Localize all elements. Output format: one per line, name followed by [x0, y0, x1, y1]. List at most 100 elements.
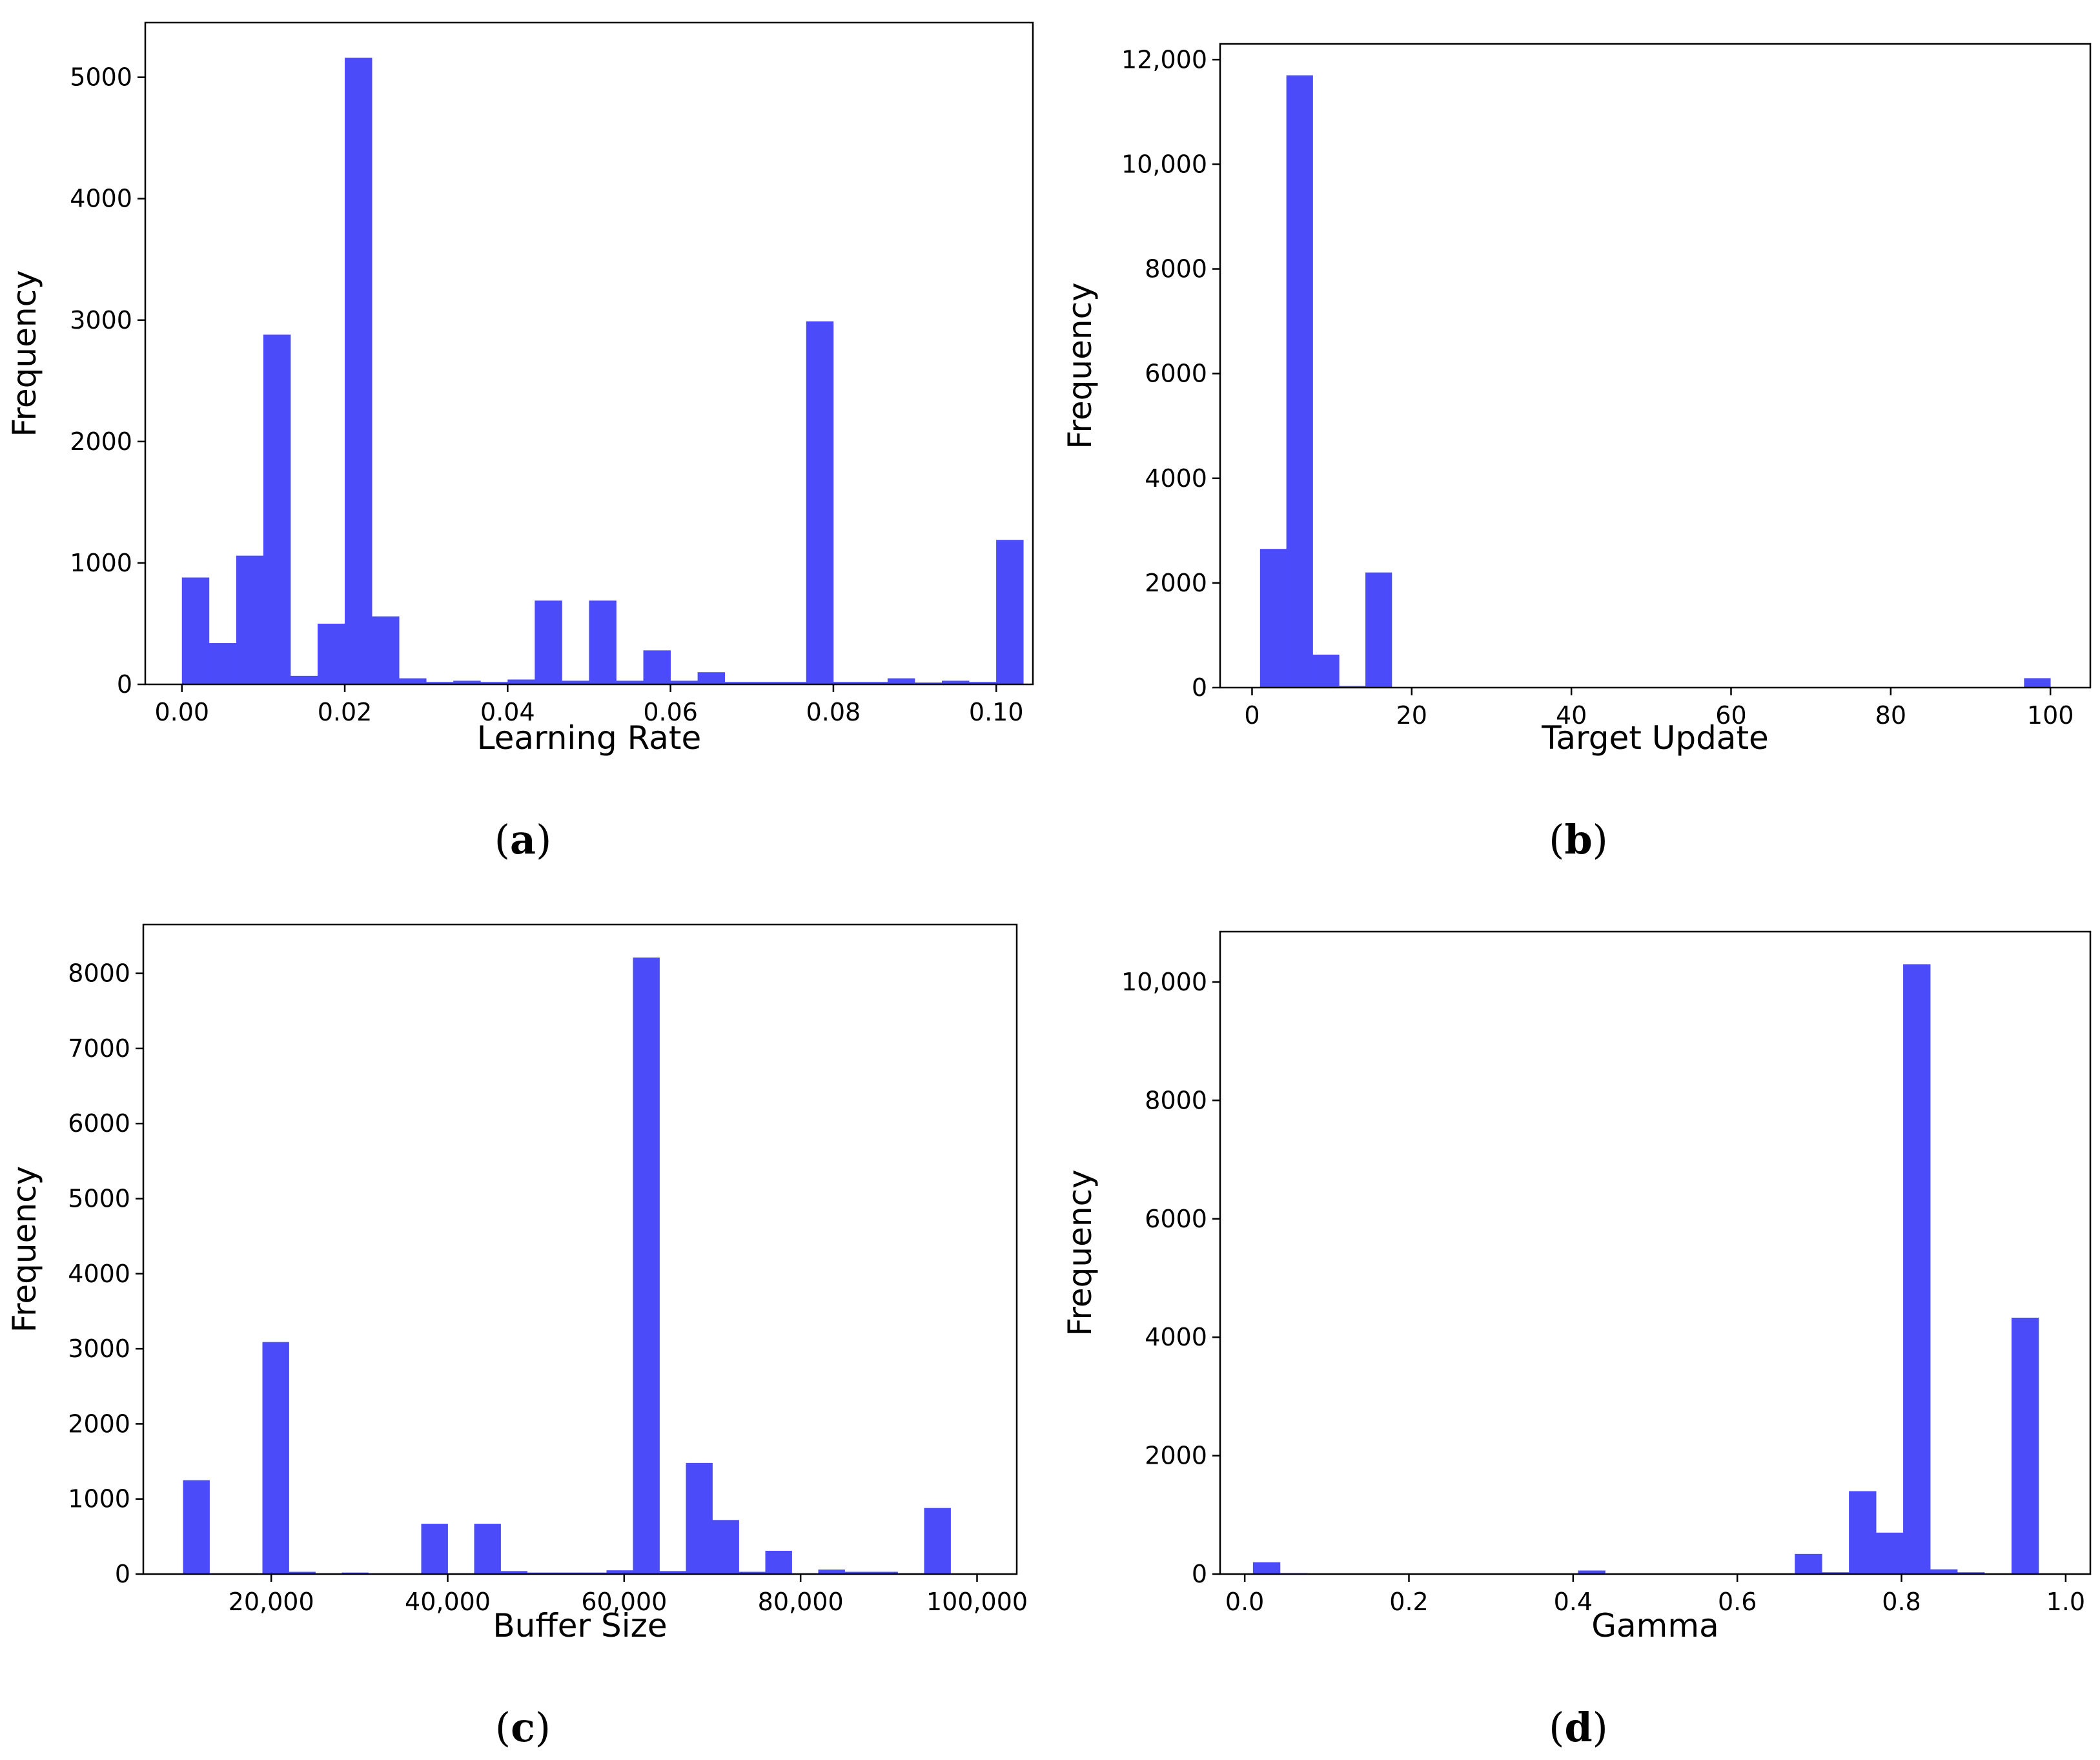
panel-caption-letter: d	[1564, 1704, 1592, 1751]
y-tick-label: 8000	[1145, 255, 1207, 283]
x-tick-label: 0.10	[969, 698, 1024, 726]
chart-panel-a: 0.00 0.02 0.04 0.06 0.08 0.10 0 1000 2000 3000 400…	[6, 21, 1034, 863]
y-axis-label: Frequency	[1061, 282, 1099, 449]
y-tick-label: 2000	[68, 1409, 130, 1438]
bar	[996, 540, 1024, 684]
x-tick-label: 0	[1244, 701, 1259, 730]
x-tick-label: 0.06	[643, 698, 698, 726]
plot-frame	[1219, 43, 2092, 689]
y-tick-label: 12,000	[1121, 45, 1207, 74]
bar	[181, 577, 210, 684]
bar	[262, 1342, 289, 1574]
x-axis-label: Target Update	[1541, 719, 1769, 757]
y-tick-label: 0	[115, 1560, 130, 1588]
bar	[1822, 1572, 1850, 1574]
y-tick-label: 2000	[70, 427, 132, 456]
y-tick-label: 6000	[1145, 1205, 1207, 1233]
y-tick-label: 7000	[68, 1034, 130, 1063]
y-tick-label: 5000	[70, 63, 132, 92]
panel-caption-letter: b	[1564, 816, 1592, 863]
bar	[345, 57, 372, 685]
y-tick-label: 10,000	[1121, 968, 1207, 996]
bar	[289, 1571, 316, 1574]
bar	[871, 1571, 898, 1574]
bar	[426, 682, 454, 684]
bar	[453, 680, 481, 684]
x-tick-label: 0.0	[1225, 1588, 1264, 1616]
y-tick-label: 2000	[1145, 569, 1207, 597]
y-tick-label: 8000	[68, 959, 130, 988]
bar	[236, 555, 264, 684]
x-tick-label: 0.4	[1554, 1588, 1593, 1616]
bar	[751, 682, 780, 684]
y-tick-label: 8000	[1145, 1086, 1207, 1114]
y-tick-label: 1000	[70, 549, 132, 577]
bar	[616, 680, 644, 684]
panel-caption: (d)	[1549, 1704, 1608, 1751]
x-tick-label: 0.2	[1389, 1588, 1428, 1616]
y-tick-label: 2000	[1145, 1442, 1207, 1470]
y-tick-label: 0	[1192, 1560, 1207, 1588]
bar	[1252, 1562, 1281, 1574]
x-tick-label: 20	[1396, 701, 1427, 730]
y-tick-label: 3000	[68, 1335, 130, 1363]
bar	[818, 1570, 845, 1574]
bar	[806, 321, 834, 685]
x-tick-label: 100	[2027, 701, 2074, 730]
bars-b	[1259, 75, 2051, 688]
bar	[739, 1571, 766, 1574]
bar	[924, 1508, 951, 1574]
y-tick-label: 4000	[68, 1260, 130, 1288]
y-axis-label: Frequency	[1061, 1169, 1099, 1336]
panel-caption: (b)	[1549, 816, 1608, 863]
bar	[372, 616, 400, 684]
panel-caption: (a)	[494, 816, 552, 863]
bar	[209, 643, 237, 684]
bar	[765, 1550, 792, 1574]
bar	[1259, 549, 1287, 688]
bar	[183, 1480, 210, 1574]
bar	[914, 682, 943, 684]
y-tick-label: 0	[1192, 673, 1207, 702]
y-tick-label: 6000	[1145, 360, 1207, 388]
x-tick-label: 1.0	[2046, 1588, 2085, 1616]
x-axis-label: Learning Rate	[477, 719, 702, 757]
bar	[942, 680, 970, 684]
bar	[1849, 1491, 1877, 1574]
bar	[1930, 1569, 1958, 1574]
plot-frame	[1219, 930, 2092, 1575]
bar	[263, 334, 291, 684]
x-tick-label: 60	[1715, 701, 1746, 730]
y-tick-label: 0	[117, 670, 132, 699]
panel-caption-letter: c	[511, 1704, 535, 1751]
bar	[2024, 678, 2051, 688]
bars-d	[1252, 964, 2039, 1574]
bar	[712, 1520, 739, 1574]
x-tick-label: 0.04	[480, 698, 535, 726]
bar	[2011, 1317, 2039, 1574]
x-axis-label: Gamma	[1591, 1607, 1718, 1644]
bar	[724, 682, 753, 684]
bar	[779, 682, 807, 684]
x-tick-label: 0.08	[806, 698, 861, 726]
bar	[399, 678, 427, 684]
x-tick-label: 0.6	[1718, 1588, 1757, 1616]
bar	[887, 678, 915, 684]
bar	[1286, 75, 1313, 688]
y-tick-label: 4000	[70, 185, 132, 213]
bars-c	[183, 957, 951, 1574]
bar	[969, 682, 997, 684]
bar	[1876, 1532, 1904, 1574]
bar	[606, 1570, 633, 1574]
bar	[562, 680, 589, 684]
x-tick-label: 0.00	[154, 698, 209, 726]
bar	[589, 600, 617, 684]
x-tick-label: 60,000	[581, 1588, 667, 1616]
x-tick-label: 100,000	[926, 1588, 1028, 1616]
y-tick-label: 1000	[68, 1485, 130, 1513]
y-tick-label: 4000	[1145, 1323, 1207, 1351]
panel-caption: (c)	[495, 1704, 551, 1751]
bar	[833, 682, 861, 684]
plot-frame	[144, 21, 1034, 686]
